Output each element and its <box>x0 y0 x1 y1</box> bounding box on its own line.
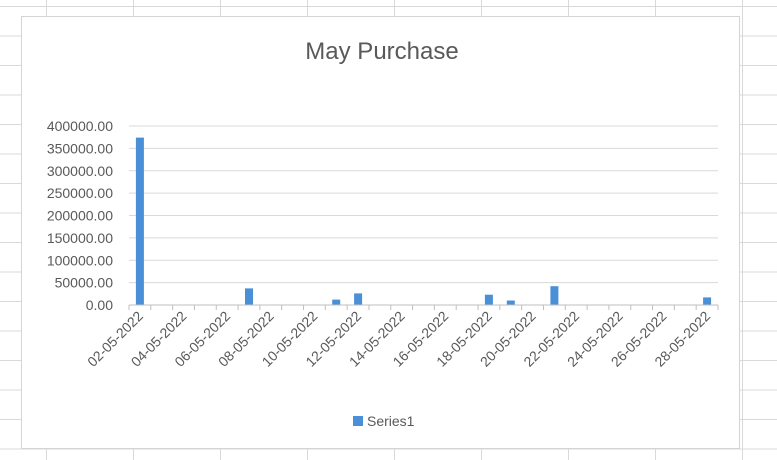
bar-12-05-2022[interactable] <box>354 293 363 305</box>
bar-28-05-2022[interactable] <box>703 297 712 305</box>
bar-19-05-2022[interactable] <box>506 300 515 306</box>
y-tick-label: 100000.00 <box>47 252 113 268</box>
bar-02-05-2022[interactable] <box>135 137 144 305</box>
y-tick-label: 200000.00 <box>47 208 113 224</box>
bar-11-05-2022[interactable] <box>332 299 341 305</box>
legend-swatch <box>353 416 363 426</box>
chart-area[interactable]: May Purchase 0.00 50000.00 100000.00 150000… <box>21 16 740 449</box>
y-tick-label: 150000.00 <box>47 230 113 246</box>
y-tick-label: 250000.00 <box>47 185 113 201</box>
legend[interactable]: Series1 <box>353 413 415 429</box>
y-axis-tick-labels: 0.00 50000.00 100000.00 150000.00 200000.00 2… <box>47 118 113 313</box>
bar-21-05-2022[interactable] <box>550 286 559 305</box>
bar-series <box>135 137 712 306</box>
y-tick-label: 50000.00 <box>55 275 114 291</box>
y-tick-label: 300000.00 <box>47 163 113 179</box>
y-tick-label: 400000.00 <box>47 118 113 134</box>
chart-title: May Purchase <box>305 38 458 65</box>
bar-07-05-2022[interactable] <box>245 288 253 305</box>
chart-svg: May Purchase 0.00 50000.00 100000.00 150000… <box>47 38 719 429</box>
legend-label: Series1 <box>367 413 415 429</box>
y-tick-label: 0.00 <box>86 297 113 313</box>
x-axis-tick-labels: 02-05-202204-05-202206-05-202208-05-2022… <box>84 308 713 370</box>
y-tick-label: 350000.00 <box>47 140 113 156</box>
bar-18-05-2022[interactable] <box>484 294 493 305</box>
gridlines <box>129 125 718 284</box>
x-axis <box>128 304 719 310</box>
